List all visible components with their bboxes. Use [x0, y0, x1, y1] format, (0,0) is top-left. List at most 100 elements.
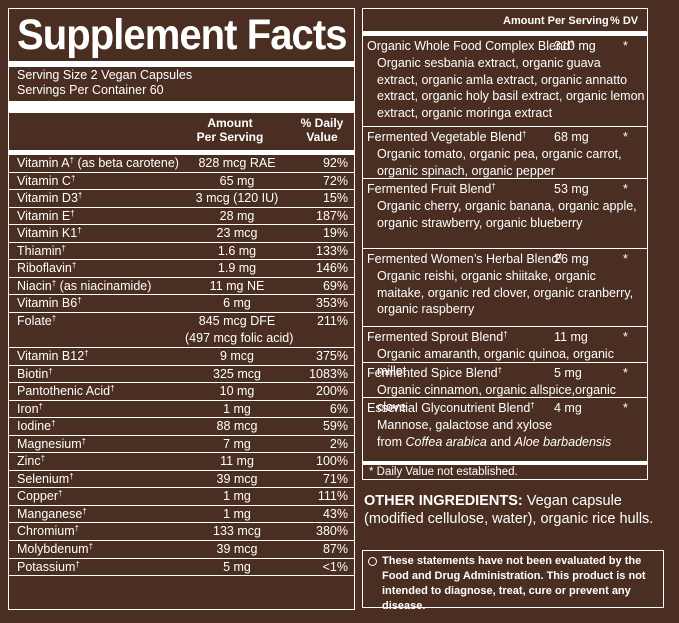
amount-header-line1: Amount — [207, 116, 253, 130]
fda-disclaimer: These statements have not been evaluated… — [362, 550, 664, 612]
blend-footer-rule — [363, 461, 647, 465]
blend-dv: * — [623, 39, 628, 53]
nutrient-name: Copper† — [17, 489, 63, 504]
nutrient-name: Vitamin D3† — [17, 191, 83, 206]
blend-name: Organic Whole Food Complex Blend† — [367, 39, 575, 53]
table-row: Manganese† 1 mg 43% — [9, 506, 354, 524]
nutrient-dv: 87% — [322, 542, 348, 557]
amount-header-line2: Per Serving — [196, 130, 264, 144]
blend-name: Essential Glyconutrient Blend† — [367, 401, 535, 415]
nutrient-dv: 2% — [329, 436, 348, 451]
nutrient-name: Vitamin C† — [17, 173, 76, 188]
nutrient-name: Iodine† — [17, 419, 56, 434]
blend-name: Fermented Spice Blend† — [367, 366, 503, 380]
nutrient-amount: 1.6 mg — [217, 243, 257, 258]
blend-amount: 53 mg — [554, 182, 589, 196]
nutrient-name: Vitamin A† (as beta carotene) — [17, 156, 179, 170]
nutrient-name: Riboflavin† — [17, 261, 77, 276]
amount-header: Amount Per Serving — [185, 116, 275, 144]
nutrient-name: Vitamin E† — [17, 208, 75, 223]
other-ingredients: OTHER INGREDIENTS: Vegan capsule (modifi… — [364, 492, 664, 528]
blend-row: Fermented Sprout Blend† 11 mg * Organic ama… — [363, 327, 647, 378]
blend-dv: * — [623, 330, 628, 344]
nutrient-dv: 15% — [322, 191, 348, 206]
table-row: Molybdenum† 39 mcg 87% — [9, 541, 354, 559]
nutrient-dv: 211% — [316, 313, 348, 328]
table-row: Niacin† (as niacinamide) 11 mg NE 69% — [9, 278, 354, 296]
nutrient-dv: 19% — [322, 226, 348, 241]
blend-dv: * — [623, 366, 628, 380]
nutrient-amount: 828 mcg RAE — [198, 156, 276, 170]
nutrient-amount: 39 mcg — [216, 471, 258, 486]
nutrient-amount-detail: (497 mcg folic acid) — [185, 330, 294, 345]
blend-amount: 4 mg — [554, 401, 582, 415]
disclaimer-text: These statements have not been evaluated… — [382, 555, 646, 612]
nutrient-dv: 43% — [322, 506, 348, 521]
table-row: Vitamin B12† 9 mcg 375% — [9, 348, 354, 366]
nutrient-amount: 65 mg — [219, 173, 255, 188]
nutrient-amount: 10 mg — [219, 384, 255, 399]
blend-amount: 310 mg — [554, 39, 596, 53]
header-rule — [9, 150, 354, 155]
nutrient-amount: 6 mg — [223, 296, 251, 311]
nutrient-amount: 11 mg NE — [209, 278, 265, 293]
nutrient-amount: 3 mcg (120 IU) — [195, 191, 279, 206]
blend-name: Fermented Vegetable Blend† — [367, 130, 527, 144]
nutrient-amount: 7 mg — [223, 436, 251, 451]
blend-ingredients: Organic cinnamon, organic allspice,organ… — [377, 383, 617, 414]
table-row: Potassium† 5 mg <1% — [9, 559, 354, 577]
nutrient-name: Manganese† — [17, 506, 87, 521]
blend-name: Fermented Fruit Blend† — [367, 182, 496, 196]
supplement-facts-panel: Supplement Facts Serving Size 2 Vegan Ca… — [8, 8, 355, 610]
table-row: Vitamin K1† 23 mcg 19% — [9, 225, 354, 243]
nutrient-amount: 1 mg — [223, 401, 251, 416]
blend-amount: 11 mg — [554, 330, 588, 344]
blend-ingredients: Organic reishi, organic shiitake, organi… — [377, 269, 634, 316]
table-row: Vitamin C† 65 mg 72% — [9, 173, 354, 191]
nutrient-dv: 59% — [322, 419, 348, 434]
blend-name: Fermented Women’s Herbal Blend† — [367, 252, 563, 266]
blend-amount: 5 mg — [554, 366, 582, 380]
serving-info: Serving Size 2 Vegan Capsules Servings P… — [17, 68, 192, 98]
nutrient-name: Thiamin† — [17, 243, 66, 258]
serving-size: Serving Size 2 Vegan Capsules — [17, 68, 193, 82]
table-row: Biotin† 325 mcg 1083% — [9, 366, 354, 384]
table-row: Folate† 845 mcg DFE (497 mcg folic acid) 21… — [9, 313, 354, 349]
table-row: Chromium† 133 mcg 380% — [9, 523, 354, 542]
blend-dv: * — [623, 182, 628, 196]
nutrient-name: Magnesium† — [17, 436, 87, 451]
nutrient-amount: 133 mcg — [213, 524, 261, 539]
blend-ingredients: Organic tomato, organic pea, organic car… — [377, 147, 622, 178]
table-row: Vitamin E† 28 mg 187% — [9, 208, 354, 226]
table-row: Riboflavin† 1.9 mg 146% — [9, 260, 354, 278]
nutrient-dv: 111% — [317, 489, 348, 504]
nutrient-amount: 88 mcg — [216, 419, 258, 434]
dv-header: % Daily Value — [291, 116, 353, 144]
nutrient-dv: <1% — [322, 559, 348, 574]
nutrient-dv: 146% — [316, 261, 348, 276]
blend-amount: 68 mg — [554, 130, 589, 144]
nutrient-name: Selenium† — [17, 471, 74, 486]
blend-ingredients: Mannose, galactose and xylose from Coffea… — [377, 418, 612, 449]
nutrient-dv: 200% — [316, 384, 348, 399]
nutrient-dv: 6% — [329, 401, 348, 416]
blend-row: Fermented Spice Blend† 5 mg * Organic cinna… — [363, 363, 647, 414]
nutrient-dv: 72% — [322, 173, 348, 188]
blend-ingredients: Organic amaranth, organic quinoa, organi… — [377, 347, 614, 378]
nutrient-name: Vitamin B12† — [17, 349, 89, 364]
nutrient-amount: 325 mcg — [213, 366, 261, 381]
nutrient-dv: 100% — [316, 454, 348, 469]
panel-title: Supplement Facts — [17, 11, 347, 59]
nutrient-name: Potassium† — [17, 559, 80, 574]
table-row: Vitamin D3† 3 mcg (120 IU) 15% — [9, 190, 354, 208]
table-row: Copper† 1 mg 111% — [9, 488, 354, 506]
blend-dv: * — [623, 130, 628, 144]
blend-dv-header: % DV — [610, 15, 639, 27]
blend-amount: 26 mg — [554, 252, 589, 266]
nutrient-dv: 353% — [316, 296, 348, 311]
blend-row: Organic Whole Food Complex Blend† 310 mg *… — [363, 36, 647, 127]
nutrient-amount: 1 mg — [223, 506, 251, 521]
table-row: Selenium† 39 mcg 71% — [9, 471, 354, 489]
nutrient-name: Zinc† — [17, 454, 46, 469]
nutrient-name: Pantothenic Acid† — [17, 384, 115, 399]
